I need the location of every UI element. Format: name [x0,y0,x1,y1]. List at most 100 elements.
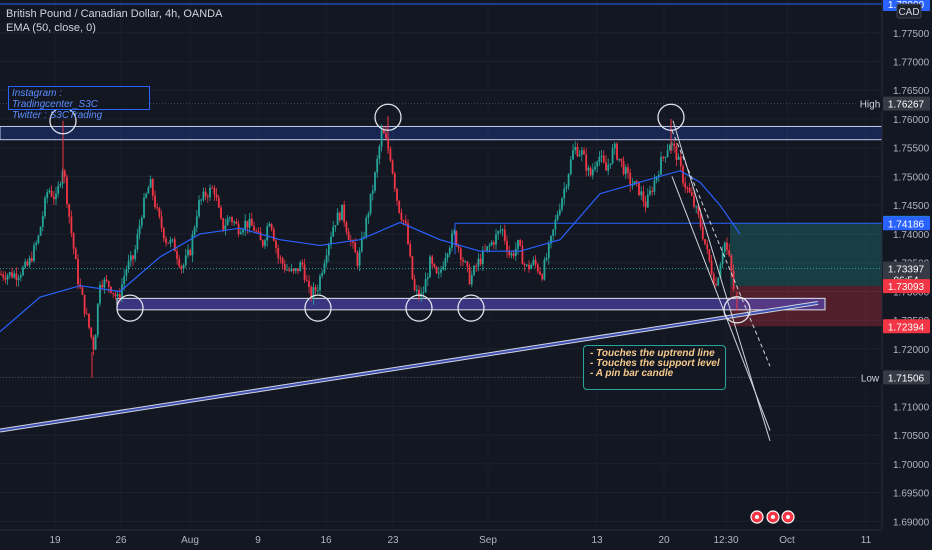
candle-body [448,247,451,255]
candle-body [413,279,416,291]
candle-body [365,217,368,237]
social-handles-box: Instagram : Tradingcenter_S3C Twitter : … [8,86,150,121]
candle-body [618,158,621,160]
highlight-circle[interactable] [116,294,144,322]
candle-body [44,197,46,216]
candle-body [686,187,689,189]
candle-body [402,220,405,222]
candle-body [165,238,167,243]
candle-body [96,303,99,336]
candle-body [398,200,401,213]
ema-50-line [0,170,741,333]
candle-body [536,264,539,272]
candle-body [629,172,632,186]
candle-body [519,239,522,246]
candle-body [543,259,546,280]
candle-body [345,222,348,232]
candle-body [688,187,691,193]
candle-body [255,230,258,232]
candle-body [426,277,429,280]
candle-body [94,335,97,350]
candle-body [393,173,396,189]
candle-body [473,266,475,276]
candle-body [6,275,9,280]
highlight-circle[interactable] [405,294,433,322]
candle-body [123,276,126,285]
candle-body [184,255,187,266]
candle-body [695,206,698,208]
candle-body [459,248,462,260]
x-tick-label: 13 [591,535,603,546]
highlight-circle[interactable] [723,296,751,324]
candle-body [264,240,266,246]
down-channel-line[interactable] [671,176,771,431]
candle-body [90,327,93,338]
price-label: 1.72394 [888,322,925,333]
candle-body [510,253,513,256]
candle-body [594,166,596,170]
highlight-circle[interactable] [304,294,332,322]
candle-body [514,248,517,256]
candle-body [481,250,484,265]
candle-body [671,143,673,146]
candle-body [158,208,161,217]
candle-body [501,229,504,231]
symbol-title: British Pound / Canadian Dollar, 4h, OAN… [6,8,223,20]
candle-body [343,204,346,223]
candle-body [35,243,38,246]
candle-body [371,190,374,194]
candle-body [244,220,247,230]
candle-body [92,337,95,350]
candle-body [143,197,145,218]
note-line: - Touches the uptrend line [590,348,715,359]
candle-body [173,239,176,252]
candle-body [226,218,229,226]
candle-body [103,279,106,288]
candle-body [250,218,253,226]
flag-icon [786,515,790,519]
y-tick-label: 1.70000 [893,460,930,471]
candle-body [506,240,508,252]
candle-body [283,264,286,270]
candle-body [360,237,363,252]
price-label-bg [883,96,930,111]
candle-body [37,235,40,244]
y-tick-label: 1.74500 [893,201,930,212]
candle-body [523,264,526,266]
long-position-profit-zone[interactable] [730,222,882,287]
candle-body [279,257,282,259]
currency-label: CAD [898,7,919,18]
candle-body [437,272,440,274]
candle-body [162,228,165,239]
candle-body [635,181,638,183]
candle-body [715,283,717,286]
candle-body [154,195,156,208]
y-tick-label: 1.75000 [893,172,930,183]
candle-body [719,264,722,279]
candle-body [277,247,280,258]
candle-body [88,313,90,328]
candle-body [693,195,695,207]
y-tick-label: 1.74000 [893,230,930,241]
candle-body [270,224,273,230]
candle-body [358,251,361,266]
candle-body [616,143,618,160]
candle-body [231,217,233,223]
candle-body [385,133,387,139]
candle-body [160,216,163,229]
projection-dashed-line[interactable] [671,130,771,367]
candle-body [429,256,431,278]
candle-body [598,156,601,162]
highlight-circle[interactable] [657,103,685,131]
currency-badge[interactable] [896,3,922,19]
candle-body [253,225,255,231]
y-tick-label: 1.71000 [893,402,930,413]
highlight-circle[interactable] [374,103,402,131]
candle-body [389,148,392,161]
resistance-zone[interactable] [0,125,883,141]
candle-body [470,275,473,285]
support-zone[interactable] [116,297,826,311]
highlight-circle[interactable] [457,294,485,322]
candle-body [202,191,205,200]
